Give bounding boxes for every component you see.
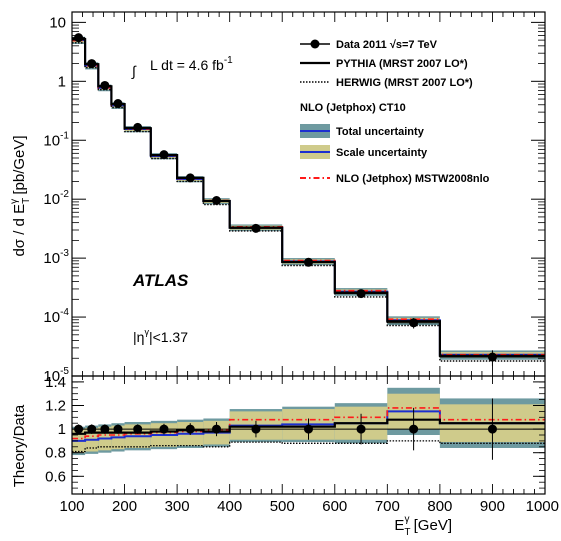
- top-prediction-lines: [72, 38, 545, 362]
- ratio-data-point-9: [304, 424, 313, 434]
- data-point-10: [356, 289, 366, 299]
- y-tick-label-4: 10-1: [43, 130, 69, 149]
- top-uncertainty-bands: [72, 36, 545, 360]
- y-tick-label-6: 10: [49, 14, 66, 31]
- ratio-data-point-2: [100, 424, 110, 434]
- ratio-data-point-11: [409, 424, 419, 434]
- lumi-integral: ∫: [131, 63, 137, 79]
- eta-cut-label: |ηγ|<1.37: [133, 327, 188, 345]
- legend-total-unc-label: Total uncertainty: [336, 126, 425, 138]
- data-point-0: [74, 33, 84, 43]
- y-tick-label-0: 10-5: [43, 366, 69, 385]
- legend-scale-unc-label: Scale uncertainty: [336, 147, 428, 159]
- ratio-data-point-1: [87, 424, 97, 434]
- legend-data-marker: [310, 39, 320, 49]
- ratio-data-point-10: [356, 424, 366, 434]
- ratio-data-point-5: [159, 424, 169, 434]
- nlo-ct10-line: [72, 39, 545, 356]
- ratio-axes: 0.6 0.8 1 1.2 1.4 100 200 300 400 500 600 700 800 900…: [45, 374, 559, 515]
- legend-mstw-label: NLO (Jetphox) MSTW2008nlo: [336, 173, 490, 185]
- ratio-y-tick-label-3: 1.2: [45, 398, 66, 415]
- ratio-y-tick-label-2: 1: [58, 421, 66, 438]
- y-tick-label-3: 10-2: [43, 189, 69, 208]
- x-tick-label-5: 600: [322, 498, 347, 515]
- ratio-y-tick-label-1: 0.8: [45, 445, 66, 462]
- x-tick-label-3: 400: [217, 498, 242, 515]
- legend-scale-unc-entry: Scale uncertainty: [300, 145, 428, 159]
- ratio-y-axis-title: Theory/Data: [11, 404, 28, 487]
- top-data-points: [72, 33, 545, 367]
- x-tick-label-2: 300: [165, 498, 190, 515]
- x-tick-label-1: 200: [112, 498, 137, 515]
- ratio-y-tick-label-4: 1.4: [45, 374, 66, 391]
- data-point-3: [113, 99, 123, 109]
- x-tick-label-0: 100: [59, 498, 84, 515]
- ratio-data-point-3: [113, 424, 123, 434]
- data-point-5: [159, 150, 169, 160]
- ratio-data-point-12: [487, 424, 497, 434]
- top-axes: 10-5 10-4 10-3 10-2 10-1 1 10: [43, 11, 546, 385]
- legend-data-entry: Data 2011 √s=7 TeV: [300, 39, 438, 51]
- lumi-label: L dt = 4.6 fb-1: [150, 55, 233, 73]
- legend-data-label: Data 2011 √s=7 TeV: [336, 39, 438, 51]
- data-point-1: [87, 59, 97, 69]
- legend: Data 2011 √s=7 TeV PYTHIA (MRST 2007 LO*…: [300, 39, 490, 185]
- legend-pythia-entry: PYTHIA (MRST 2007 LO*): [300, 58, 468, 70]
- herwig-line: [72, 42, 545, 362]
- x-tick-label-7: 800: [427, 498, 452, 515]
- data-point-9: [304, 257, 313, 267]
- data-point-6: [185, 173, 195, 183]
- ratio-data-point-4: [133, 424, 143, 434]
- x-tick-label-8: 900: [480, 498, 505, 515]
- ratio-data-points: [72, 398, 545, 460]
- data-point-7: [212, 196, 222, 206]
- data-point-4: [133, 122, 143, 132]
- ratio-herwig-line: [72, 440, 545, 453]
- legend-herwig-entry: HERWIG (MRST 2007 LO*): [300, 77, 473, 89]
- top-frame: [71, 11, 546, 377]
- data-point-8: [251, 223, 261, 233]
- x-tick-label-9: 1000: [526, 498, 559, 515]
- legend-herwig-label: HERWIG (MRST 2007 LO*): [336, 77, 473, 89]
- y-axis-title: dσ / d ETγ [pb/GeV]: [9, 135, 32, 256]
- ratio-data-point-8: [251, 424, 261, 434]
- nlo-mstw-line: [72, 39, 545, 356]
- atlas-label: ATLAS: [132, 271, 189, 290]
- data-point-2: [100, 80, 110, 90]
- x-axis-title: ETγ [GeV]: [394, 514, 452, 538]
- ratio-data-point-6: [185, 424, 195, 434]
- legend-pythia-label: PYTHIA (MRST 2007 LO*): [336, 58, 468, 70]
- ratio-data-point-7: [212, 424, 222, 434]
- data-point-11: [409, 318, 419, 328]
- legend-total-unc-entry: Total uncertainty: [300, 124, 425, 138]
- y-tick-label-2: 10-3: [43, 248, 69, 267]
- y-tick-label-1: 10-4: [43, 307, 69, 326]
- ratio-y-tick-label-0: 0.6: [45, 468, 66, 485]
- pythia-line: [72, 38, 545, 357]
- data-point-12: [487, 352, 497, 362]
- legend-nlo-header: NLO (Jetphox) CT10: [300, 102, 406, 114]
- legend-mstw-entry: NLO (Jetphox) MSTW2008nlo: [300, 173, 490, 185]
- x-tick-label-6: 700: [375, 498, 400, 515]
- x-tick-label-4: 500: [270, 498, 295, 515]
- y-tick-label-5: 1: [58, 73, 66, 90]
